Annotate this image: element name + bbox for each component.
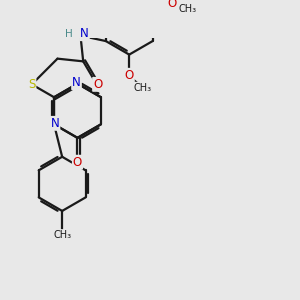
Text: N: N: [80, 27, 89, 40]
Text: O: O: [168, 0, 177, 10]
Text: S: S: [28, 78, 35, 91]
Text: N: N: [72, 76, 81, 89]
Text: N: N: [51, 117, 59, 130]
Text: O: O: [124, 69, 134, 82]
Text: CH₃: CH₃: [179, 4, 197, 14]
Text: O: O: [73, 156, 82, 169]
Text: CH₃: CH₃: [134, 82, 152, 93]
Text: CH₃: CH₃: [53, 230, 71, 240]
Text: O: O: [93, 78, 102, 91]
Text: H: H: [65, 29, 73, 39]
